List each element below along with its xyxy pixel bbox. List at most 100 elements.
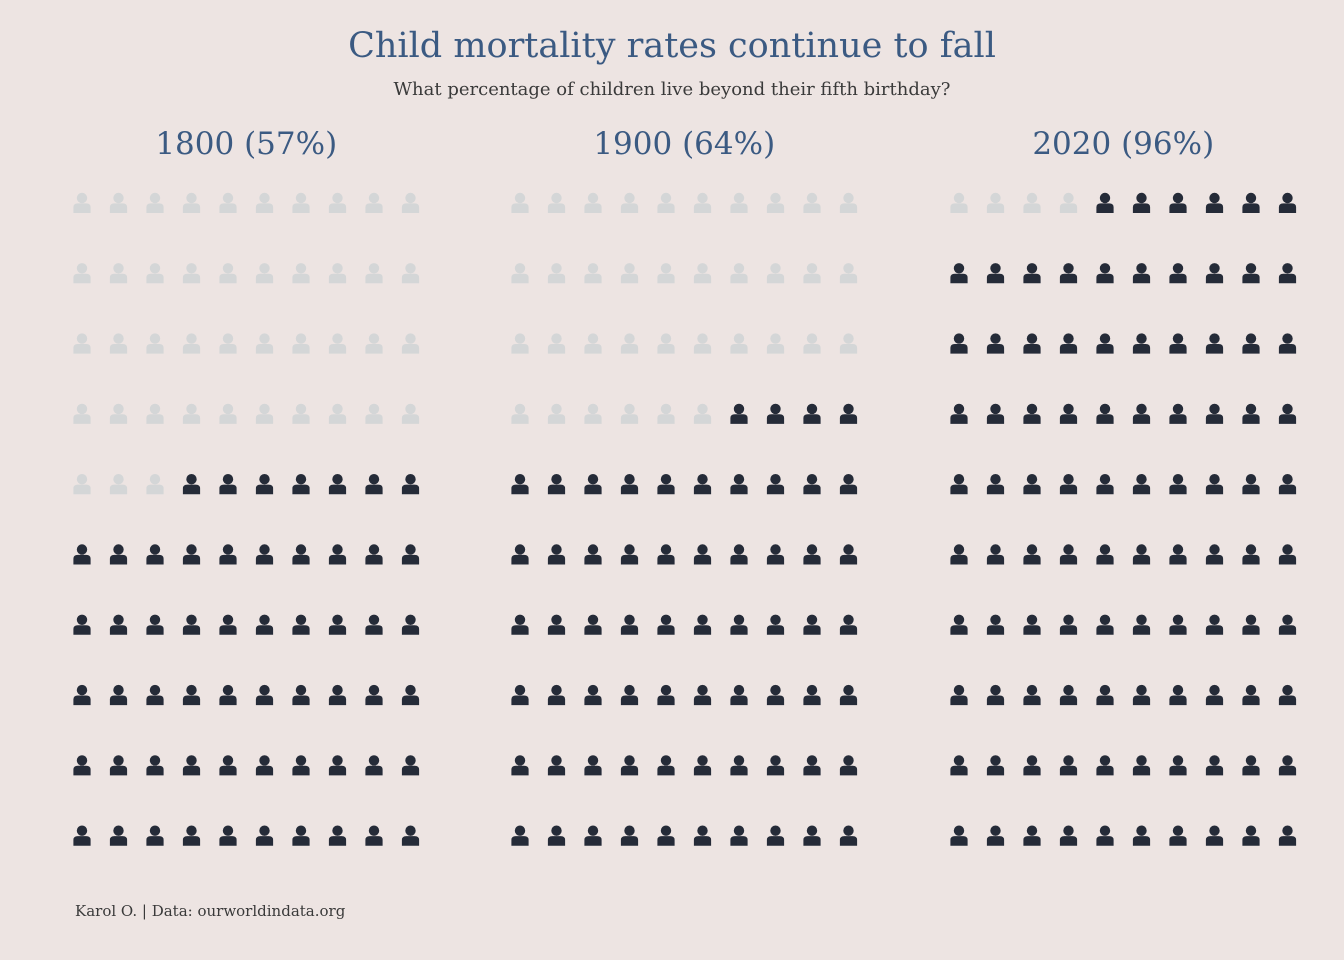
person-icon-survived (766, 403, 785, 424)
person-icon-survived (365, 825, 383, 846)
person-icon-not-survived (803, 263, 821, 284)
person-icon-survived (219, 614, 237, 635)
person-icon-survived (950, 263, 968, 284)
person-icon-survived (1242, 192, 1260, 213)
person-icon-survived (730, 614, 748, 635)
panel-1800: 1800 (57%) (73, 126, 420, 846)
person-icon-not-survived (182, 192, 201, 213)
person-icon-survived (620, 825, 639, 846)
person-icon-not-survived (146, 403, 164, 424)
person-icon-not-survived (839, 333, 858, 354)
person-icon-not-survived (146, 263, 164, 284)
person-icon-survived (1242, 263, 1260, 284)
person-icon-not-survived (73, 333, 91, 354)
person-icon-survived (292, 755, 310, 776)
person-icon-survived (401, 755, 420, 776)
person-icon-survived (1023, 263, 1041, 284)
person-icon-survived (803, 544, 821, 565)
person-icon-not-survived (146, 192, 164, 213)
person-icon-survived (401, 825, 420, 846)
person-icon-not-survived (182, 263, 201, 284)
person-icon-survived (1132, 403, 1151, 424)
person-icon-survived (328, 474, 347, 495)
person-icon-survived (1059, 333, 1078, 354)
person-icon-survived (1059, 403, 1078, 424)
person-icon-not-survived (766, 192, 785, 213)
person-icon-survived (401, 684, 420, 706)
person-icon-survived (1169, 263, 1187, 284)
person-icon-not-survived (182, 333, 201, 354)
person-icon-survived (146, 755, 164, 776)
person-icon-not-survived (693, 403, 712, 424)
person-icon-survived (1132, 614, 1151, 635)
person-icon-not-survived (328, 333, 347, 354)
person-icon-survived (1096, 403, 1114, 424)
person-icon-not-survived (1059, 192, 1078, 213)
person-icon-survived (1059, 263, 1078, 284)
person-icon-survived (1205, 474, 1224, 495)
person-icon-survived (839, 825, 858, 846)
person-icon-survived (365, 684, 383, 706)
person-icon-survived (986, 263, 1005, 284)
person-icon-not-survived (365, 403, 383, 424)
person-icon-survived (1023, 755, 1041, 776)
source-caption: Karol O. | Data: ourworldindata.org (75, 902, 346, 920)
person-icon-survived (1205, 192, 1224, 213)
person-icon-survived (146, 614, 164, 635)
panel-2020: 2020 (96%) (950, 126, 1297, 846)
person-icon-survived (1096, 333, 1114, 354)
person-icon-survived (839, 755, 858, 776)
person-icon-survived (1278, 544, 1297, 565)
person-icon-survived (547, 755, 566, 776)
person-icon-survived (693, 755, 712, 776)
person-icon-survived (730, 544, 748, 565)
chart-title: Child mortality rates continue to fall (348, 26, 996, 66)
person-icon-not-survived (255, 333, 274, 354)
person-icon-survived (986, 755, 1005, 776)
person-icon-survived (693, 544, 712, 565)
person-icon-survived (1205, 684, 1224, 706)
person-icon-not-survived (950, 192, 968, 213)
person-icon-not-survived (693, 263, 712, 284)
person-icon-survived (1242, 755, 1260, 776)
person-icon-survived (693, 614, 712, 635)
person-icon-survived (584, 825, 602, 846)
person-icon-survived (1132, 192, 1151, 213)
person-icon-not-survived (511, 192, 529, 213)
person-icon-survived (1023, 544, 1041, 565)
person-icon-not-survived (584, 403, 602, 424)
person-icon-survived (1242, 333, 1260, 354)
person-icon-not-survived (73, 192, 91, 213)
person-icon-not-survived (620, 333, 639, 354)
person-icon-survived (766, 755, 785, 776)
person-icon-survived (1242, 403, 1260, 424)
person-icon-not-survived (146, 333, 164, 354)
person-icon-survived (839, 684, 858, 706)
person-icon-survived (109, 755, 128, 776)
person-icon-survived (950, 614, 968, 635)
person-icon-not-survived (109, 474, 128, 495)
person-icon-survived (109, 684, 128, 706)
person-icon-survived (803, 825, 821, 846)
person-icon-survived (365, 474, 383, 495)
person-icon-not-survived (766, 263, 785, 284)
person-icon-not-survived (401, 403, 420, 424)
panel-title-1800: 1800 (57%) (155, 126, 337, 162)
person-icon-survived (219, 755, 237, 776)
person-icon-survived (1278, 825, 1297, 846)
person-icon-not-survived (547, 263, 566, 284)
person-icon-survived (547, 825, 566, 846)
person-icon-not-survived (328, 403, 347, 424)
person-icon-survived (1059, 474, 1078, 495)
person-icon-survived (1205, 403, 1224, 424)
person-icon-not-survived (620, 263, 639, 284)
person-icon-survived (1169, 825, 1187, 846)
person-icon-survived (292, 474, 310, 495)
person-icon-survived (657, 755, 675, 776)
person-icon-survived (1278, 474, 1297, 495)
person-icon-survived (1242, 614, 1260, 635)
person-icon-not-survived (584, 333, 602, 354)
person-icon-survived (219, 825, 237, 846)
person-icon-survived (109, 544, 128, 565)
person-icon-survived (1023, 614, 1041, 635)
